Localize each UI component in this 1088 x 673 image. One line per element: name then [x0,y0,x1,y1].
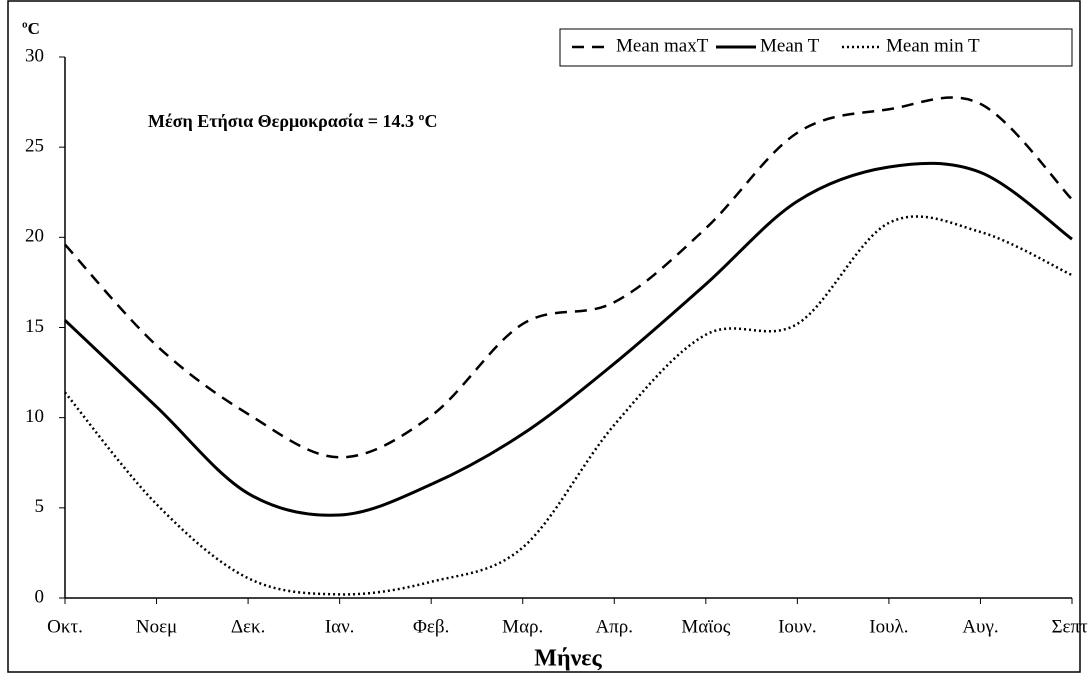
y-tick-label: 5 [35,496,45,517]
y-tick-label: 15 [25,316,44,337]
x-tick-label: Μαρ. [502,616,543,637]
x-tick-label: Φεβ. [413,616,449,637]
y-tick-label: 10 [25,406,44,427]
y-tick-label: 0 [35,586,45,607]
legend-label: Mean T [760,35,820,56]
x-tick-label: Ιουν. [778,616,817,637]
x-tick-label: Ιαν. [325,616,355,637]
x-axis-label: Μήνες [534,646,602,672]
series-line [63,161,1073,517]
x-tick-label: Μαϊος [681,616,730,637]
x-tick-label: Ιουλ. [869,616,908,637]
frame [7,0,1081,673]
y-axis-label: ºC [22,19,40,38]
y-tick-label: 25 [25,136,44,157]
x-tick-label: Νοεμ [136,616,177,637]
y-tick-label: 20 [25,226,44,247]
y-tick-label: 30 [25,45,44,66]
annotation: Μέση Ετήσια Θερμοκρασία = 14.3 ºC [148,111,437,131]
legend-label: Mean min T [886,35,980,56]
x-tick-label: Αυγ. [962,616,998,637]
legend [559,28,1073,67]
x-tick-label: Σεπτ. [1051,616,1088,637]
series-line [64,96,1073,459]
series-line [64,215,1073,596]
x-tick-label: Δεκ. [231,616,266,637]
legend-label: Mean maxT [616,35,709,56]
x-tick-label: Οκτ. [47,616,83,637]
x-tick-label: Απρ. [595,616,633,637]
